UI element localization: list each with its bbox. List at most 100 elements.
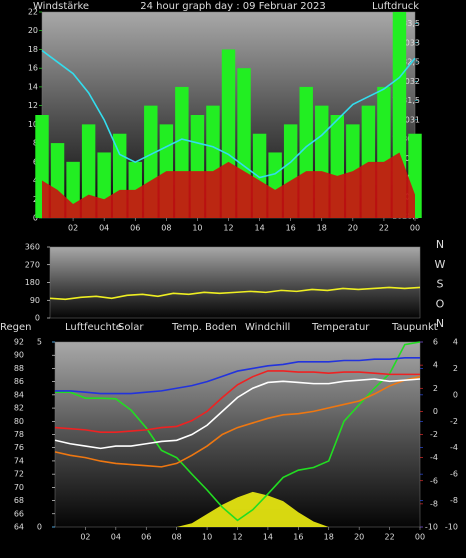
- x-tick-label: 18: [317, 224, 327, 233]
- compass-label: O: [436, 297, 445, 310]
- y-tick-label: 0: [35, 314, 40, 323]
- x-tick-label: 16: [293, 533, 303, 542]
- y2-tick-label: 6: [433, 338, 438, 347]
- x-tick-label: 10: [202, 533, 212, 542]
- y3-tick-label: 2: [453, 364, 458, 373]
- x-tick-label: 04: [111, 533, 121, 542]
- x-tick-label: 12: [232, 533, 242, 542]
- x-tick-label: 20: [354, 533, 364, 542]
- y-tick-label: 86: [14, 377, 24, 386]
- y-tick-label: 74: [14, 456, 24, 465]
- x-tick-label: 14: [254, 224, 264, 233]
- y-tick-label: 22: [28, 8, 38, 17]
- y-tick-label: 20: [28, 26, 38, 35]
- line: [49, 286, 421, 301]
- compass-label: N: [436, 317, 444, 330]
- x-tick-label: 06: [130, 224, 140, 233]
- compass-label: N: [436, 238, 444, 251]
- y2-tick-label: 1033: [400, 38, 420, 47]
- legend-label: Windchill: [245, 322, 290, 333]
- y3-tick-label: 0: [453, 390, 458, 399]
- y-tick-label: 180: [25, 278, 40, 287]
- y2-tick-label: -10: [425, 523, 438, 532]
- y3-tick-label: -2: [450, 417, 458, 426]
- y-tick-label: 12: [28, 101, 38, 110]
- y3-tick-label: -4: [450, 443, 458, 452]
- line: [55, 341, 421, 522]
- x-tick-label: 06: [141, 533, 151, 542]
- x-tick-label: 22: [384, 533, 394, 542]
- y-tick-label: 270: [25, 260, 40, 269]
- y-tick-label: 92: [14, 338, 24, 347]
- y3-tick-label: -10: [445, 523, 458, 532]
- y-tick-label: 66: [14, 509, 24, 518]
- x-tick-label: 22: [379, 224, 389, 233]
- x-tick-label: 00: [415, 533, 425, 542]
- y4-axis-label: Regen: [0, 322, 32, 333]
- y-tick-label: 64: [14, 523, 24, 532]
- legend-label: Taupunkt: [391, 322, 438, 333]
- y2-tick-label: -8: [430, 499, 438, 508]
- y2-tick-label: 1032: [400, 77, 420, 86]
- y3-tick-label: -6: [450, 470, 458, 479]
- y2-tick-label: 4: [433, 361, 438, 370]
- y4-tick-label: 0: [37, 523, 42, 532]
- y-tick-label: 90: [30, 296, 40, 305]
- line: [55, 357, 420, 395]
- y-tick-label: 16: [28, 64, 38, 73]
- y3-tick-label: -8: [450, 496, 458, 505]
- y2-tick-label: -2: [430, 430, 438, 439]
- y2-tick-label: 2: [433, 384, 438, 393]
- y-tick-label: 72: [14, 470, 24, 479]
- y-tick-label: 84: [14, 390, 24, 399]
- x-tick-label: 02: [80, 533, 90, 542]
- y-tick-label: 18: [28, 45, 38, 54]
- y2-tick-label: 1031: [400, 115, 420, 124]
- y2-axis-label: Luftdruck: [372, 1, 419, 12]
- y-tick-label: 82: [14, 404, 24, 413]
- x-tick-label: 18: [324, 533, 334, 542]
- x-tick-label: 16: [286, 224, 296, 233]
- compass-label: W: [435, 258, 446, 271]
- x-tick-label: 02: [68, 224, 78, 233]
- y4-tick-label: 5: [37, 338, 42, 347]
- legend-label: Luftfeuchte: [65, 322, 122, 333]
- x-tick-label: 00: [410, 224, 420, 233]
- x-tick-label: 20: [348, 224, 358, 233]
- legend-label: Solar: [118, 322, 144, 333]
- y-tick-label: 360: [25, 243, 40, 252]
- line: [54, 370, 420, 433]
- y-tick-label: 10: [28, 120, 38, 129]
- x-tick-label: 08: [172, 533, 182, 542]
- y-tick-label: 70: [14, 483, 24, 492]
- line: [54, 378, 421, 450]
- y-axis-label: Windstärke: [33, 1, 89, 12]
- x-tick-label: 04: [99, 224, 109, 233]
- y-tick-label: 14: [28, 82, 38, 91]
- plot-background: [49, 246, 421, 319]
- y-tick-label: 90: [14, 351, 24, 360]
- y3-tick-label: 4: [453, 338, 458, 347]
- y2-tick-label: 0: [433, 407, 438, 416]
- x-tick-label: 14: [263, 533, 273, 542]
- y-tick-label: 80: [14, 417, 24, 426]
- area: [42, 152, 415, 218]
- y2-tick-label: -4: [430, 453, 438, 462]
- y-tick-label: 68: [14, 496, 24, 505]
- x-tick-label: 10: [192, 224, 202, 233]
- x-tick-label: 12: [223, 224, 233, 233]
- legend-label: Temperatur: [311, 322, 370, 333]
- compass-label: S: [437, 278, 444, 291]
- y-tick-label: 88: [14, 364, 24, 373]
- x-tick-label: 08: [161, 224, 171, 233]
- y2-tick-label: -6: [430, 476, 438, 485]
- legend-label: Temp. Boden: [171, 322, 237, 333]
- y-tick-label: 76: [14, 443, 24, 452]
- bar: [81, 124, 96, 218]
- line: [54, 375, 421, 468]
- chart-title: 24 hour graph day : 09 Februar 2023: [140, 1, 325, 12]
- y-tick-label: 78: [14, 430, 24, 439]
- line: [41, 49, 416, 179]
